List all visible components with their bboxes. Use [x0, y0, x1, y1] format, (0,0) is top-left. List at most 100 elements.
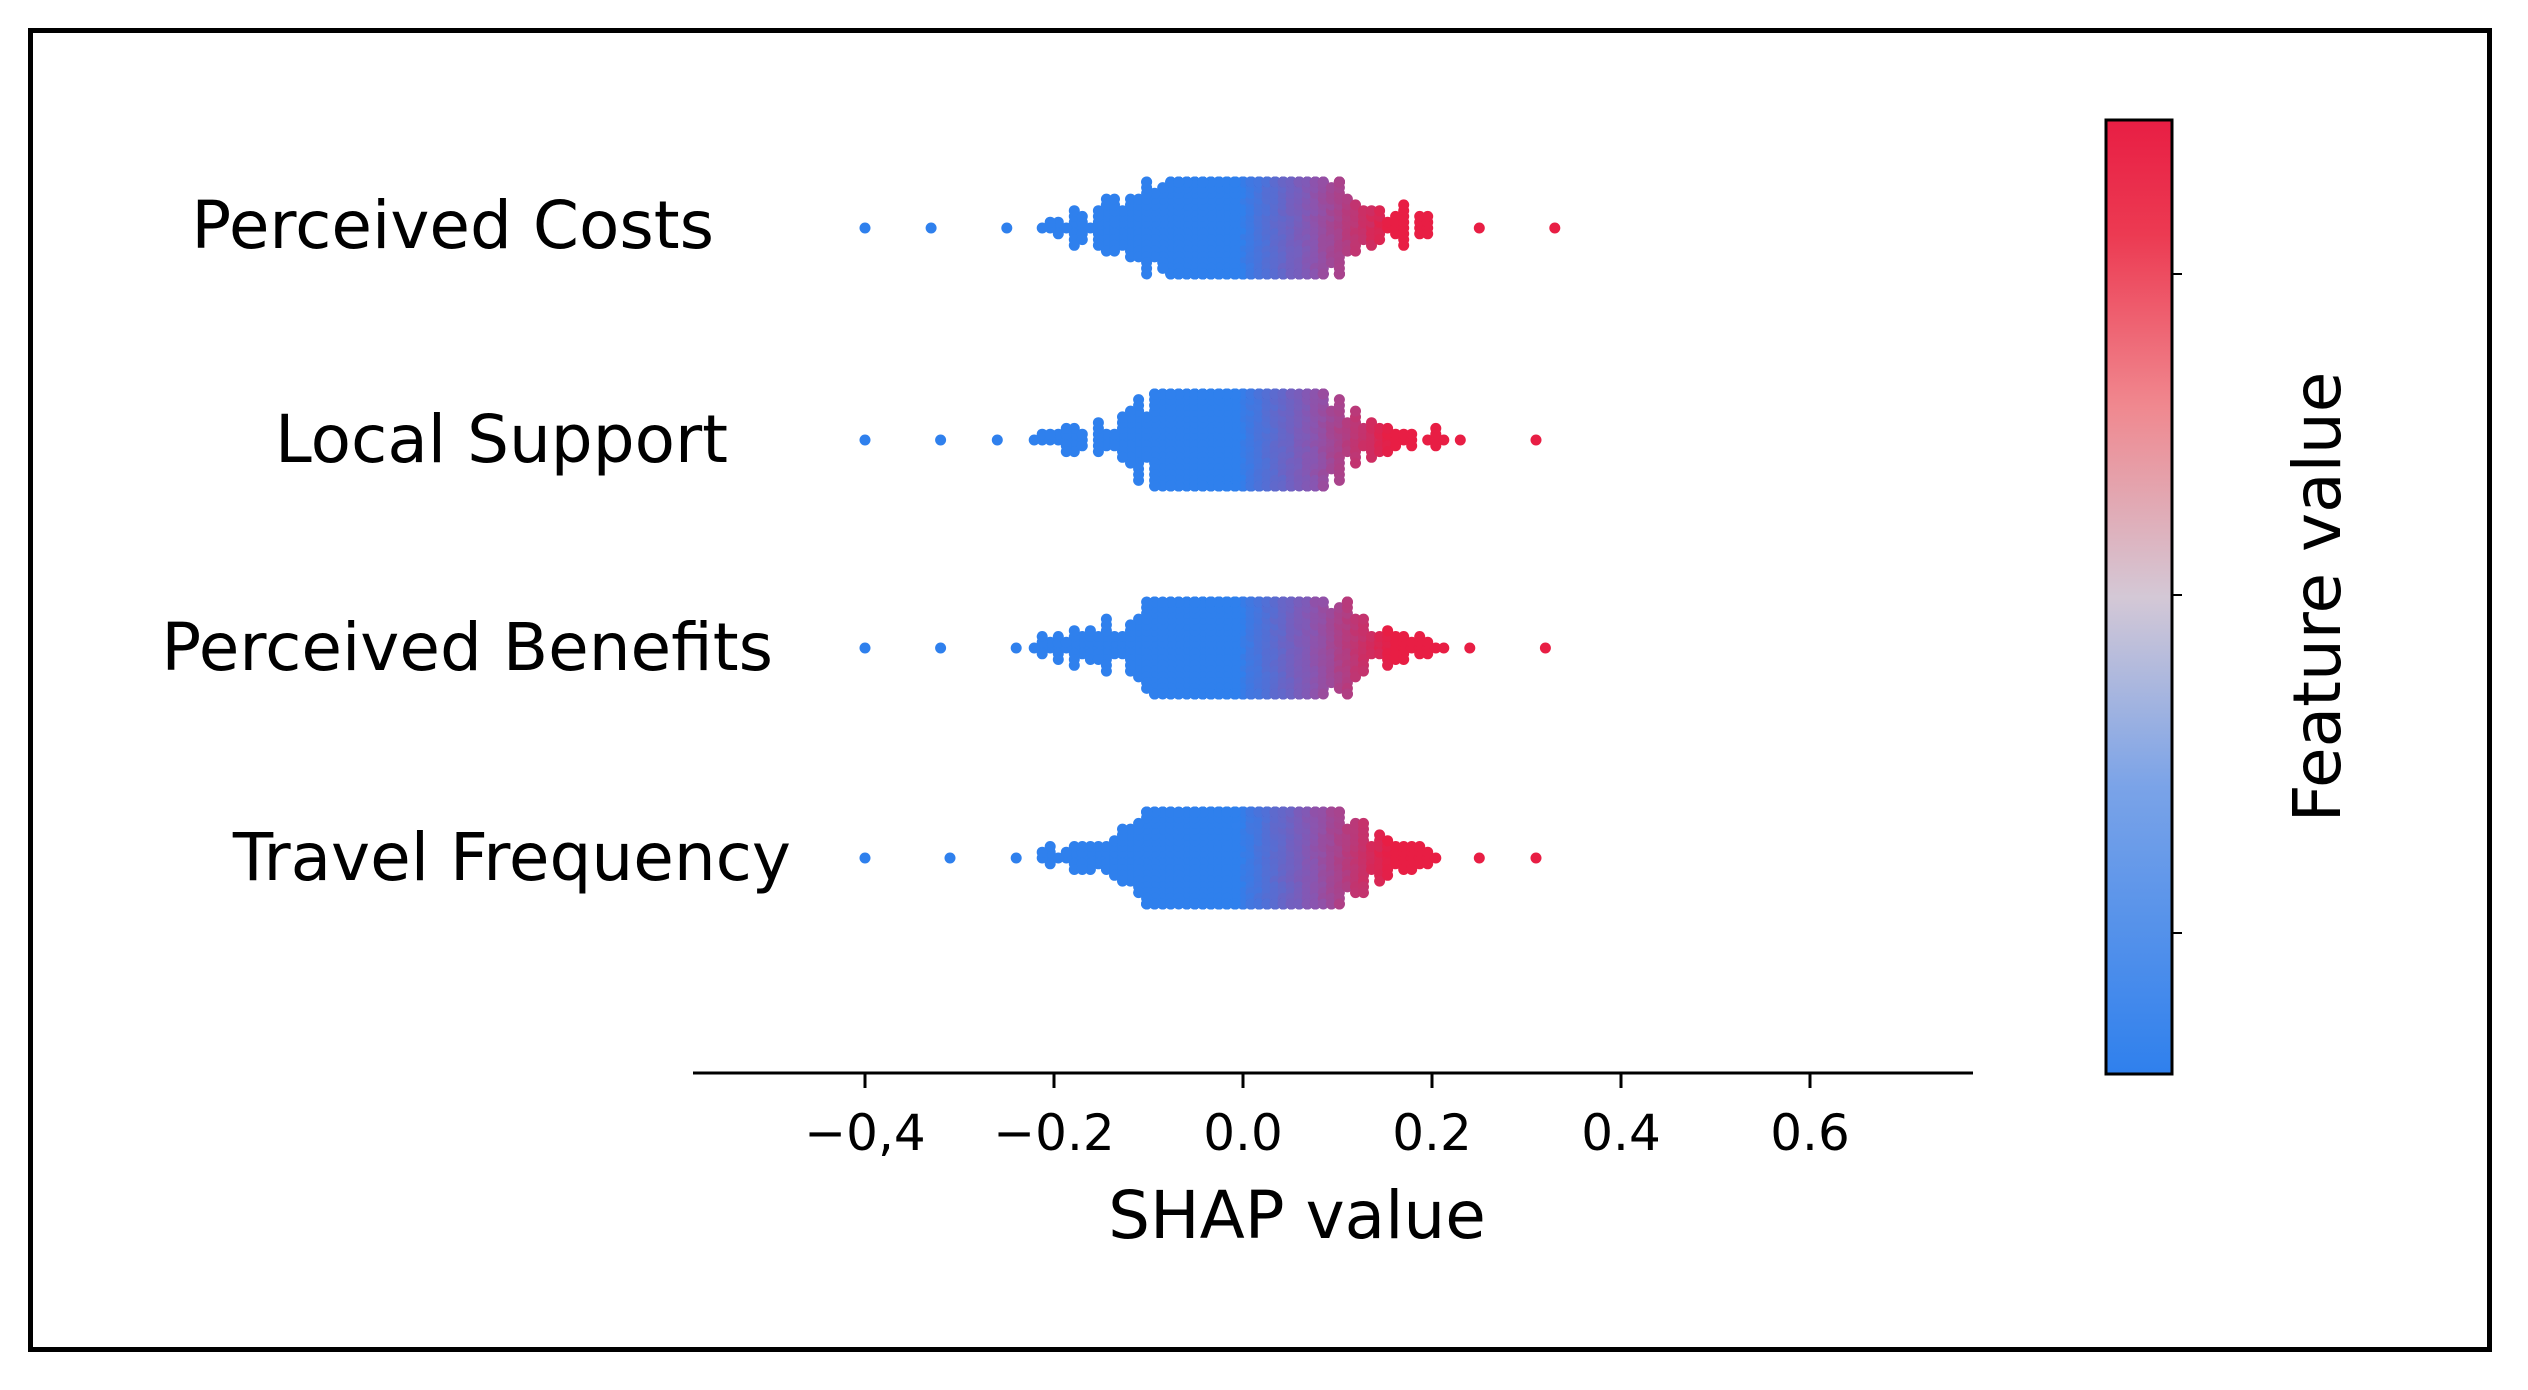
data-point	[1157, 480, 1169, 492]
data-point	[1293, 388, 1305, 400]
data-point	[1317, 596, 1329, 608]
data-point	[1157, 388, 1169, 400]
data-point	[1382, 625, 1394, 637]
data-point	[1285, 388, 1297, 400]
data-point	[1341, 193, 1353, 205]
data-point	[1261, 480, 1273, 492]
data-point	[1125, 251, 1136, 263]
data-point	[1390, 210, 1402, 222]
data-point	[1333, 474, 1345, 486]
data-point	[1068, 446, 1080, 458]
data-point	[1406, 636, 1418, 648]
data-point	[1133, 613, 1145, 625]
data-point	[1157, 688, 1169, 700]
data-point	[1374, 205, 1386, 217]
data-point	[1358, 234, 1369, 246]
data-point	[1197, 480, 1209, 492]
data-point	[1084, 625, 1096, 637]
data-point	[1076, 631, 1088, 642]
data-point	[1117, 239, 1128, 251]
data-point	[1068, 864, 1080, 875]
data-point	[1382, 216, 1394, 228]
data-point	[1181, 268, 1193, 280]
data-point	[1117, 451, 1128, 463]
data-point	[1317, 268, 1329, 280]
data-point	[1341, 823, 1353, 835]
data-point	[1285, 806, 1297, 818]
data-point	[1189, 688, 1201, 700]
data-point	[1374, 422, 1386, 434]
data-point	[1422, 210, 1434, 222]
data-point	[1125, 619, 1136, 631]
data-point	[1390, 428, 1402, 440]
data-point	[1454, 434, 1466, 446]
data-point	[1173, 176, 1185, 188]
data-point	[1076, 440, 1088, 452]
data-point	[1157, 182, 1169, 194]
data-point	[1149, 187, 1161, 199]
data-point	[1358, 817, 1369, 829]
data-point	[1390, 841, 1402, 852]
data-point	[859, 642, 871, 654]
data-point	[1245, 176, 1257, 188]
data-point	[1358, 422, 1369, 434]
data-point	[1245, 480, 1257, 492]
data-point	[1213, 806, 1225, 818]
data-point	[1301, 898, 1313, 910]
data-point	[1205, 388, 1217, 400]
data-point	[1530, 852, 1542, 864]
data-point	[1245, 688, 1257, 700]
data-point	[1366, 841, 1377, 852]
data-point	[1398, 631, 1410, 642]
data-point	[1076, 864, 1088, 875]
data-point	[1229, 688, 1241, 700]
data-point	[1221, 688, 1233, 700]
feature-label: Perceived Costs	[191, 187, 714, 264]
data-point	[1398, 428, 1410, 440]
data-point	[1245, 596, 1257, 608]
data-point	[1237, 806, 1249, 818]
data-point	[935, 434, 947, 446]
data-point	[944, 852, 956, 864]
data-point	[1109, 648, 1120, 660]
data-point	[1293, 596, 1305, 608]
data-point	[1213, 596, 1225, 608]
data-point	[1044, 841, 1056, 852]
data-point	[1092, 205, 1104, 217]
data-point	[1382, 835, 1394, 847]
data-point	[1221, 480, 1233, 492]
data-point	[1028, 642, 1040, 654]
data-point	[1141, 176, 1153, 188]
x-tick-label: 0.0	[1203, 1104, 1283, 1162]
data-point	[1157, 262, 1169, 274]
data-point	[1341, 417, 1353, 429]
data-point	[1052, 428, 1064, 440]
data-point	[1530, 434, 1542, 446]
data-point	[1100, 428, 1112, 440]
data-point	[1350, 457, 1361, 469]
x-tick-label: −0,4	[804, 1104, 925, 1162]
data-point	[1141, 898, 1153, 910]
data-point	[1052, 654, 1064, 665]
data-point	[1229, 806, 1241, 818]
data-point	[1205, 268, 1217, 280]
data-point	[1333, 682, 1345, 694]
data-point	[1229, 480, 1241, 492]
data-point	[1109, 869, 1120, 881]
feature-label: Travel Frequency	[232, 819, 791, 896]
data-point	[1366, 451, 1377, 463]
data-point	[1285, 480, 1297, 492]
data-point	[1181, 898, 1193, 910]
data-point	[1382, 446, 1394, 458]
data-point	[1350, 671, 1361, 683]
data-point	[1317, 176, 1329, 188]
data-point	[1205, 806, 1217, 818]
data-point	[859, 852, 871, 864]
data-point	[1414, 841, 1426, 852]
data-point	[1173, 480, 1185, 492]
data-point	[1010, 642, 1022, 654]
data-point	[1350, 887, 1361, 899]
data-point	[1374, 446, 1386, 458]
data-point	[1333, 394, 1345, 406]
data-point	[1293, 480, 1305, 492]
